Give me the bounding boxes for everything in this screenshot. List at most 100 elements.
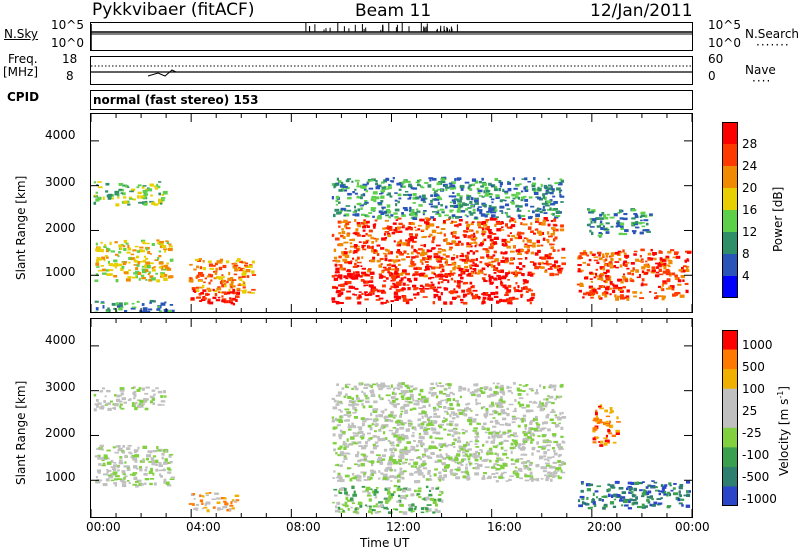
power-cell	[227, 277, 232, 281]
power-cell	[576, 283, 580, 286]
velocity-cell	[512, 432, 517, 435]
power-cell	[354, 192, 358, 195]
velocity-cell	[643, 489, 646, 493]
power-cell	[555, 211, 561, 214]
velocity-cell	[351, 422, 354, 426]
power-cell	[505, 212, 509, 216]
velocity-cell	[167, 484, 172, 487]
power-cell	[161, 199, 165, 202]
velocity-cell	[685, 504, 691, 508]
power-cell	[644, 272, 649, 275]
power-cell	[471, 239, 476, 241]
power-cell	[402, 242, 408, 246]
power-cell	[105, 190, 109, 193]
power-cell	[346, 281, 352, 285]
power-cell	[430, 199, 433, 203]
velocity-cell	[468, 461, 471, 463]
velocity-cell	[673, 492, 678, 496]
power-cell	[242, 290, 247, 294]
power-cell	[247, 291, 252, 294]
velocity-cell	[585, 502, 589, 505]
power-cell	[640, 258, 644, 261]
power-cell	[384, 257, 388, 262]
power-cell	[410, 187, 415, 190]
velocity-cell	[231, 507, 235, 510]
velocity-cell	[426, 423, 430, 427]
power-cell	[453, 254, 456, 256]
power-cell	[361, 292, 364, 295]
velocity-cell	[511, 392, 514, 394]
power-cell	[504, 286, 509, 290]
power-cell	[459, 280, 463, 283]
power-cell	[352, 211, 356, 214]
power-cell	[589, 290, 593, 292]
velocity-cell	[421, 415, 424, 419]
velocity-cell	[447, 383, 450, 386]
velocity-cell	[170, 476, 176, 479]
power-cell	[237, 268, 241, 270]
velocity-cbar-swatch	[722, 466, 738, 487]
power-cell	[618, 258, 622, 261]
velocity-cell	[497, 401, 503, 405]
power-cell	[502, 256, 505, 259]
velocity-cell	[494, 452, 498, 455]
velocity-cell	[458, 445, 462, 449]
power-cell	[363, 219, 366, 222]
velocity-cell	[453, 472, 458, 476]
velocity-cell	[495, 459, 499, 463]
power-cell	[454, 178, 457, 182]
velocity-cell	[603, 495, 608, 498]
power-cell	[442, 257, 447, 260]
velocity-cell	[348, 428, 352, 431]
velocity-cell	[542, 421, 545, 425]
velocity-cell	[517, 417, 520, 420]
power-cell	[485, 192, 489, 196]
velocity-cell	[335, 417, 338, 421]
power-cell	[129, 190, 134, 193]
velocity-cell	[554, 414, 558, 417]
power-cell	[460, 210, 466, 213]
power-cell	[526, 299, 531, 302]
velocity-cell	[599, 407, 604, 410]
power-cell	[517, 214, 521, 218]
velocity-cell	[409, 385, 414, 388]
power-cell	[97, 181, 102, 183]
power-cell	[495, 216, 499, 218]
velocity-cell	[205, 492, 209, 495]
power-cell	[524, 257, 528, 260]
power-cell	[442, 279, 448, 281]
power-cell	[548, 235, 553, 238]
power-cell	[619, 264, 622, 268]
velocity-cell	[515, 466, 518, 469]
velocity-cell	[546, 401, 552, 404]
power-cell	[365, 189, 368, 193]
velocity-region-0	[93, 386, 167, 412]
velocity-cell	[341, 431, 346, 434]
velocity-cell	[489, 413, 494, 416]
power-cell	[589, 294, 594, 297]
power-cell	[524, 251, 528, 254]
velocity-cell	[368, 384, 371, 388]
power-cell	[449, 209, 453, 213]
power-cell	[161, 273, 165, 278]
power-cell	[338, 180, 342, 184]
power-cell	[244, 266, 250, 268]
power-cell	[559, 228, 565, 232]
power-cell	[476, 295, 480, 299]
velocity-cell	[529, 409, 534, 412]
power-cell	[394, 268, 400, 272]
velocity-cell	[133, 476, 138, 480]
power-cell	[605, 287, 610, 291]
velocity-cell	[400, 433, 405, 437]
power-cell	[606, 269, 610, 273]
velocity-cell	[122, 472, 126, 476]
velocity-cell	[231, 499, 235, 502]
velocity-cell	[133, 451, 137, 454]
velocity-panel	[90, 318, 693, 518]
power-cell	[443, 233, 446, 237]
power-cell	[481, 233, 486, 235]
velocity-cell	[522, 390, 526, 393]
power-cell	[638, 222, 643, 225]
velocity-cell	[481, 459, 484, 462]
power-cell	[598, 253, 601, 257]
